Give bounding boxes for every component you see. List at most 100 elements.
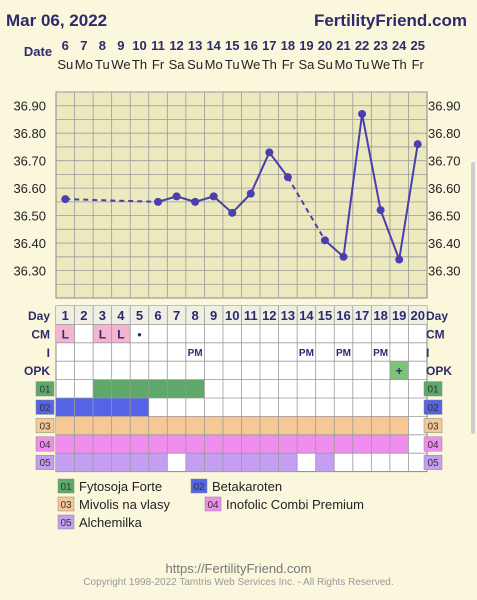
supplement-cell: [148, 453, 168, 472]
row-label-left: CM: [31, 327, 50, 341]
row-label-left: OPK: [24, 364, 50, 378]
supplement-cell: [185, 416, 205, 435]
footer-url[interactable]: https://FertilityFriend.com: [165, 561, 312, 576]
supplement-cell: [130, 416, 149, 435]
y-tick-label-right: 36.60: [428, 181, 461, 196]
day-number: 18: [373, 308, 387, 323]
weekday-label: Th: [262, 57, 277, 72]
day-number: 4: [117, 308, 125, 323]
series-line-segment: [361, 113, 382, 211]
supplement-cell: [204, 453, 223, 472]
day-number: 15: [318, 308, 332, 323]
day-number: 20: [410, 308, 424, 323]
date-tick-label: 10: [132, 38, 146, 53]
scrollbar[interactable]: [471, 162, 475, 434]
day-number: 1: [62, 308, 69, 323]
weekday-label: Fr: [152, 57, 165, 72]
y-tick-label-right: 36.40: [428, 236, 461, 251]
weekday-label: Su: [317, 57, 333, 72]
day-number: 14: [299, 308, 314, 323]
weekday-label: Mo: [205, 57, 223, 72]
supplement-cell: [241, 434, 261, 454]
cm-value: •: [137, 327, 141, 341]
cm-value: L: [62, 327, 69, 341]
weekday-label: We: [111, 57, 130, 72]
y-tick-label-left: 36.50: [13, 209, 46, 224]
supplement-cell: [148, 379, 168, 398]
legend-label: Betakaroten: [212, 479, 282, 494]
date-tick-label: 13: [188, 38, 202, 53]
row-label-right: I: [426, 346, 429, 360]
supplement-cell: [148, 416, 168, 435]
bbt-chart: Date 6 7 8 9 10 11 12 13 14 15 16 17 18 19 20 21 22 23 24 25…: [13, 38, 461, 530]
data-point: [61, 195, 70, 204]
data-point: [320, 236, 329, 245]
supplement-cell: [93, 453, 112, 472]
supplement-cell: [167, 379, 186, 398]
cm-value: L: [117, 327, 124, 341]
date-tick-label: 20: [318, 38, 332, 53]
legend-label: Fytosoja Forte: [79, 479, 162, 494]
weekday-label: Su: [57, 57, 73, 72]
data-point: [228, 208, 237, 217]
supplement-cell: [74, 434, 94, 454]
supplement-badge-right: [423, 381, 443, 397]
supplement-id-left: 04: [39, 440, 51, 451]
date-tick-label: 21: [336, 38, 350, 53]
supplement-cell: [371, 416, 390, 435]
supplement-id-left: 03: [39, 421, 51, 432]
supplement-cell: [148, 434, 168, 454]
supplement-cell: [185, 379, 205, 398]
footer-copyright: Copyright 1998-2022 Tamtris Web Services…: [83, 577, 394, 588]
supplement-cell: [93, 434, 112, 454]
supplement-cell: [315, 434, 335, 454]
supplement-badge-right: [423, 418, 443, 434]
supplement-cell: [111, 379, 131, 398]
y-tick-label-left: 36.80: [13, 126, 46, 141]
cm-cell-fill: [56, 324, 75, 343]
weekday-label: Tu: [355, 57, 370, 72]
opk-positive-cell: [389, 361, 409, 380]
y-tick-label-right: 36.90: [428, 99, 461, 114]
legend-swatch: [57, 514, 75, 530]
supplement-cell: [352, 434, 372, 454]
day-number: 16: [336, 308, 350, 323]
supplement-cell: [56, 398, 75, 417]
supplement-cell: [297, 434, 316, 454]
row-label-right: OPK: [426, 364, 452, 378]
date-tick-label: 19: [299, 38, 313, 53]
day-number: 12: [262, 308, 276, 323]
intercourse-value: PM: [299, 348, 314, 359]
supplement-cell: [315, 453, 335, 472]
weekday-label: We: [371, 57, 390, 72]
intercourse-value: PM: [336, 348, 351, 359]
supplement-cell: [241, 453, 261, 472]
date-label: Date: [24, 44, 52, 59]
supplement-cell: [278, 434, 298, 454]
data-point: [358, 109, 367, 118]
legend-id: 04: [207, 500, 219, 511]
y-tick-label-left: 36.70: [13, 154, 46, 169]
data-point: [191, 197, 200, 206]
supplement-id-right: 04: [427, 440, 439, 451]
supplement-cell: [93, 379, 112, 398]
day-number: 7: [173, 308, 180, 323]
legend-id: 05: [60, 518, 72, 529]
weekday-label: We: [241, 57, 260, 72]
intercourse-value: PM: [373, 348, 388, 359]
supplement-cell: [111, 416, 131, 435]
supplement-cell: [74, 453, 94, 472]
site-name[interactable]: FertilityFriend.com: [313, 11, 467, 30]
supplement-badge-left: [35, 436, 55, 452]
supplement-cell: [167, 416, 186, 435]
data-point: [172, 192, 181, 201]
supplement-cell: [334, 434, 353, 454]
day-number: 6: [154, 308, 161, 323]
supplement-cell: [260, 453, 279, 472]
supplement-cell: [334, 416, 353, 435]
weekday-label: Tu: [95, 57, 110, 72]
supplement-cell: [241, 416, 261, 435]
cm-cell-fill: [93, 324, 112, 343]
weekday-label: Sa: [169, 57, 186, 72]
supplement-cell: [185, 453, 205, 472]
